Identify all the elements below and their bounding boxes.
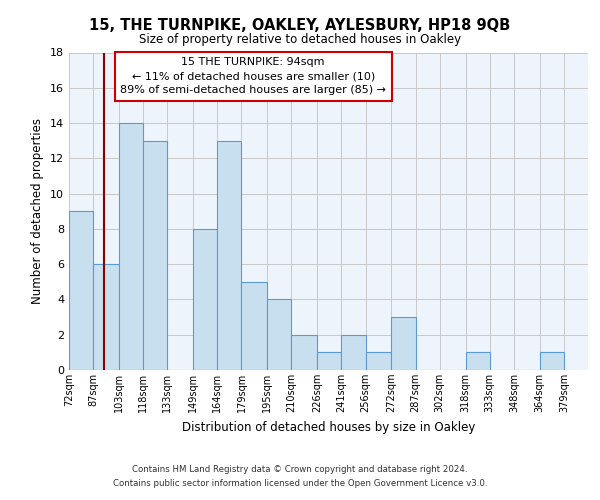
Bar [241, 282, 267, 370]
Bar [143, 140, 167, 370]
Bar [539, 352, 564, 370]
Bar [466, 352, 490, 370]
Text: Size of property relative to detached houses in Oakley: Size of property relative to detached ho… [139, 32, 461, 46]
Bar [93, 264, 119, 370]
Text: 15, THE TURNPIKE, OAKLEY, AYLESBURY, HP18 9QB: 15, THE TURNPIKE, OAKLEY, AYLESBURY, HP1… [89, 18, 511, 32]
Bar [69, 211, 93, 370]
Bar [317, 352, 341, 370]
Bar [193, 229, 217, 370]
Bar [267, 300, 292, 370]
Bar [119, 123, 143, 370]
Bar [365, 352, 391, 370]
Bar [217, 140, 241, 370]
Text: Contains HM Land Registry data © Crown copyright and database right 2024.
Contai: Contains HM Land Registry data © Crown c… [113, 466, 487, 487]
Bar [341, 334, 365, 370]
Text: 15 THE TURNPIKE: 94sqm
← 11% of detached houses are smaller (10)
89% of semi-det: 15 THE TURNPIKE: 94sqm ← 11% of detached… [120, 58, 386, 96]
Bar [292, 334, 317, 370]
X-axis label: Distribution of detached houses by size in Oakley: Distribution of detached houses by size … [182, 420, 475, 434]
Bar [391, 317, 416, 370]
Y-axis label: Number of detached properties: Number of detached properties [31, 118, 44, 304]
